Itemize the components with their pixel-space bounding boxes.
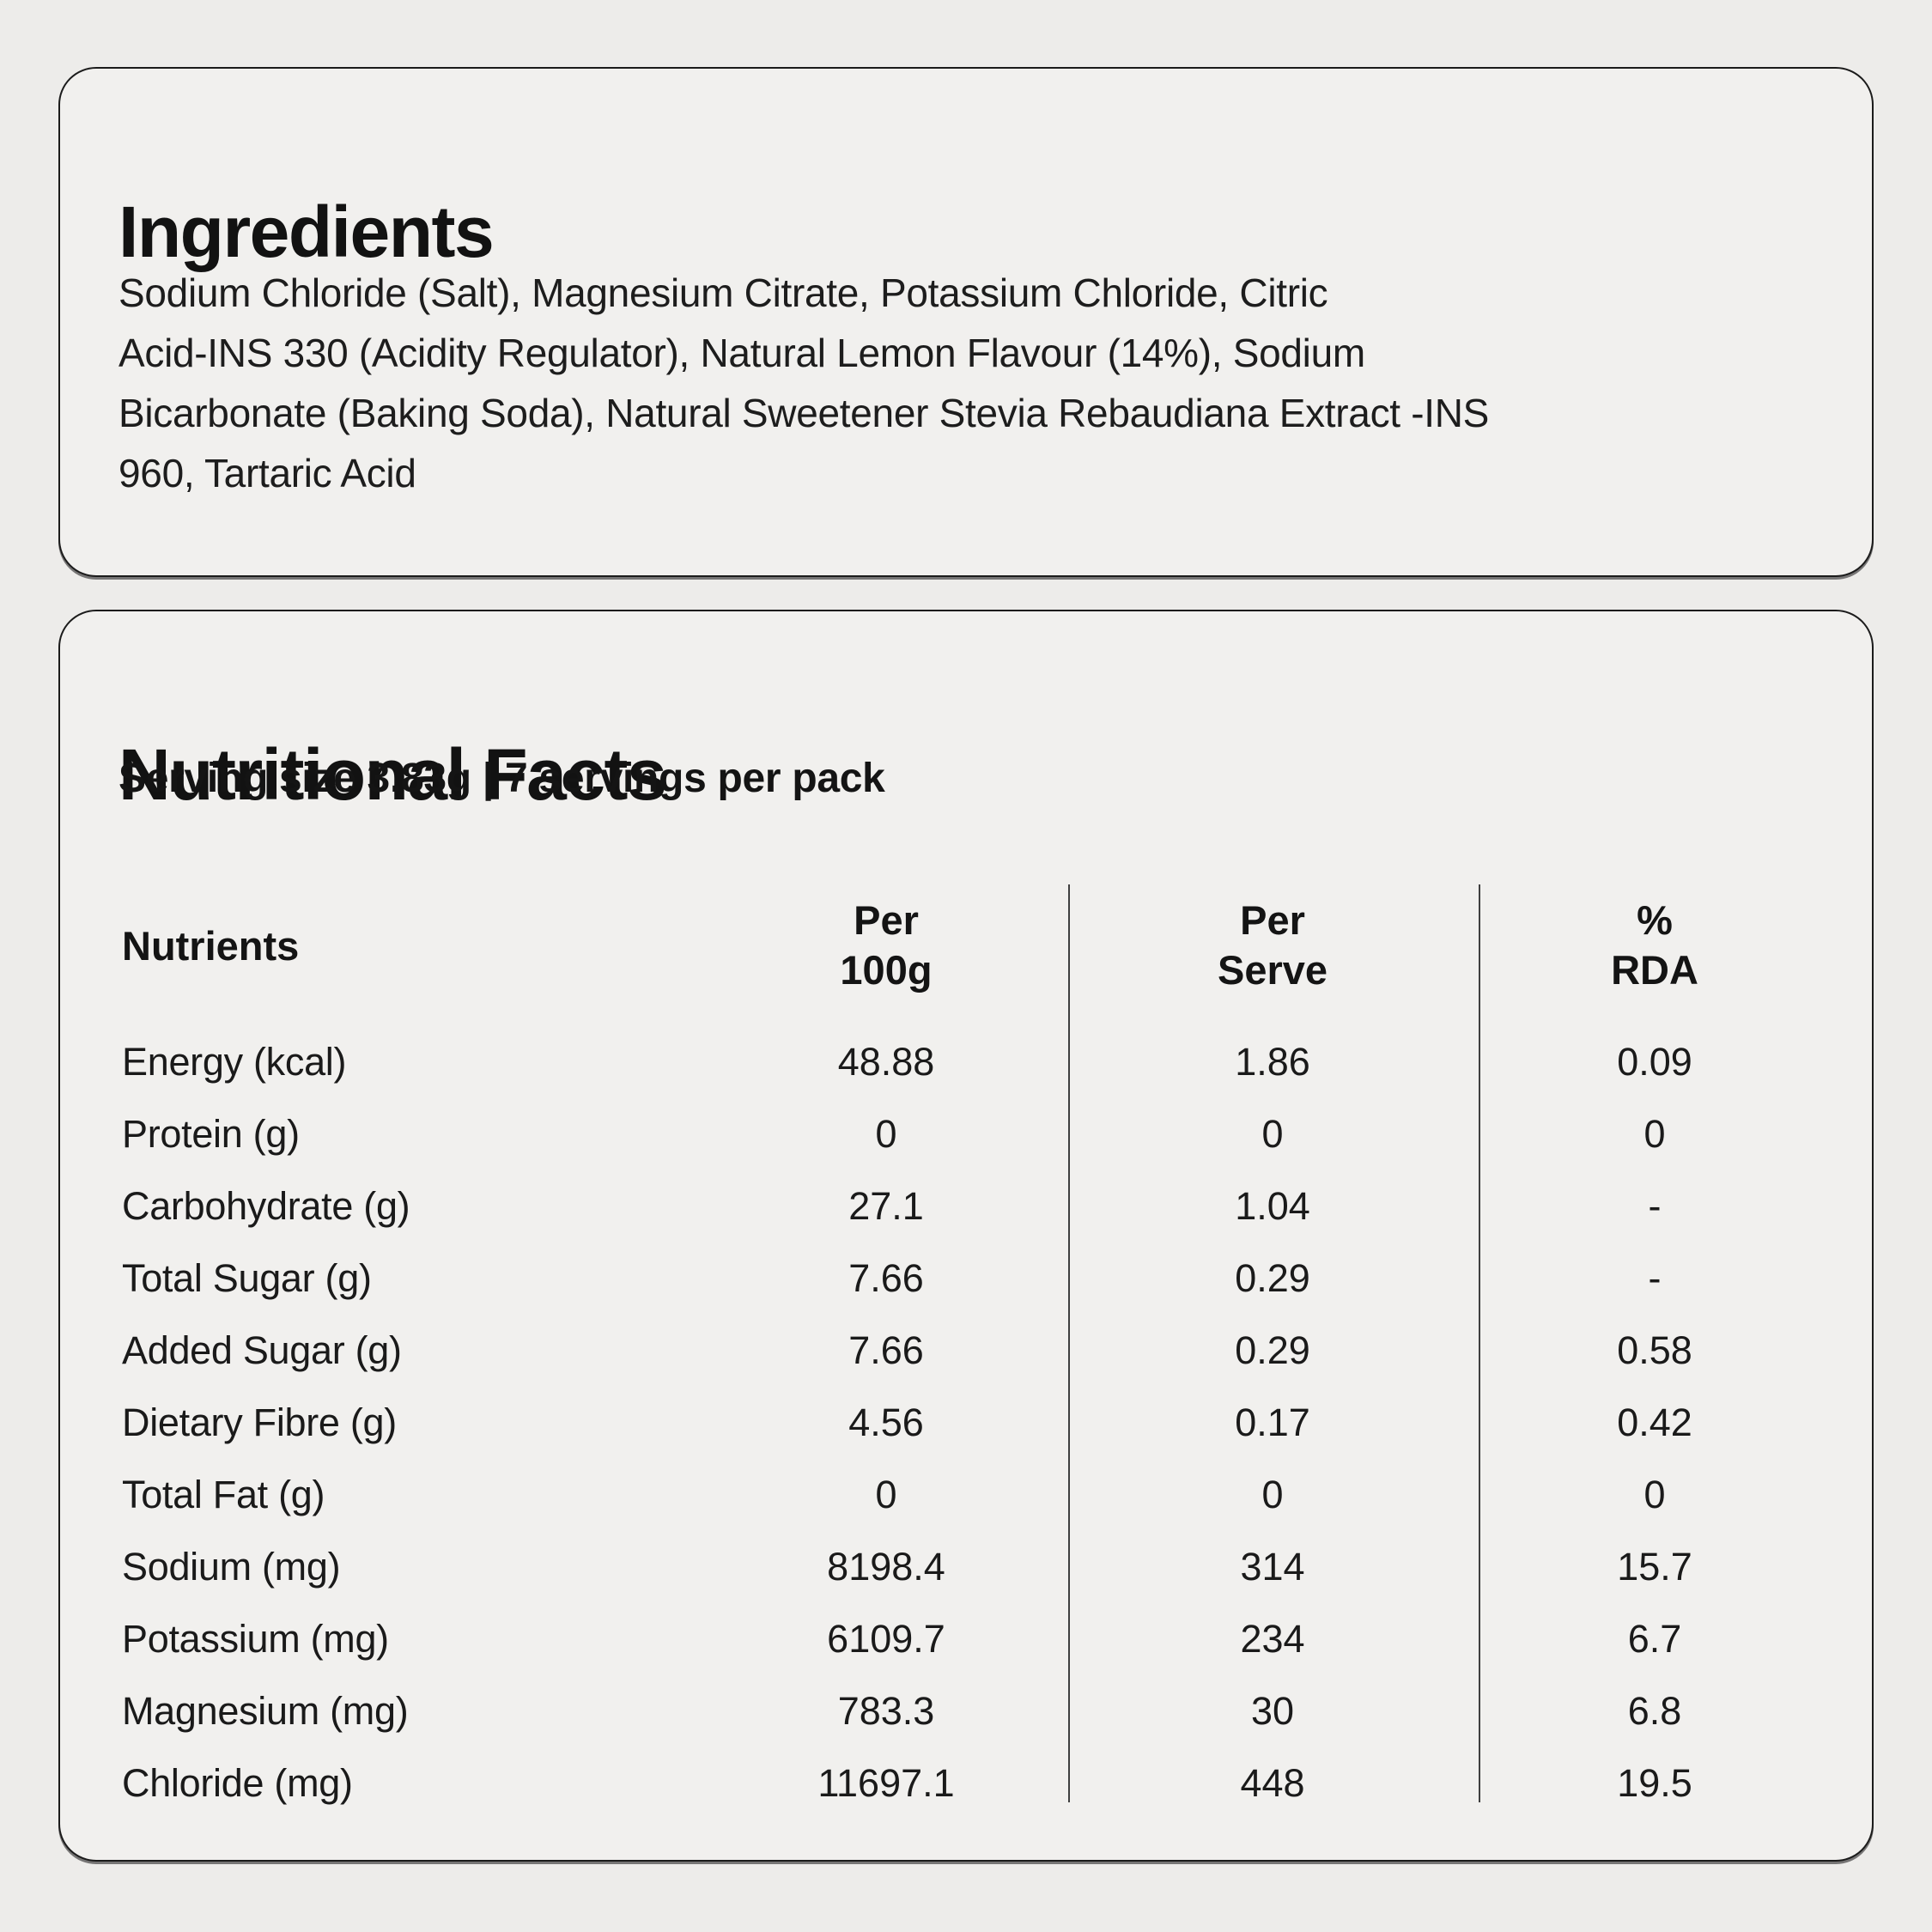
ingredients-text-line: Acid-INS 330 (Acidity Regulator), Natura…	[118, 331, 1365, 375]
rda-value: 6.8	[1627, 1689, 1682, 1733]
per-100g-value: 7.66	[848, 1328, 924, 1372]
per-100g-value: 11697.1	[817, 1761, 955, 1805]
table-row: Total Sugar (g) 7.66 0.29 -	[122, 1242, 1831, 1315]
table-row: Energy (kcal) 48.88 1.86 0.09	[122, 1026, 1831, 1098]
nutrition-facts-card: Nutritional Facts Serving size 3.83g | 7…	[58, 610, 1874, 1862]
per-serve-value: 1.86	[1235, 1040, 1310, 1084]
table-row: Added Sugar (g) 7.66 0.29 0.58	[122, 1315, 1831, 1387]
ingredients-text-line: Sodium Chloride (Salt), Magnesium Citrat…	[118, 270, 1328, 315]
nutrition-facts-title: Nutritional Facts	[118, 734, 667, 816]
rda-value: 0.42	[1617, 1400, 1692, 1444]
per-serve-value: 0	[1261, 1112, 1284, 1156]
row-label: Protein (g)	[122, 1112, 300, 1156]
per-serve-value: 30	[1250, 1689, 1295, 1733]
table-row: Carbohydrate (g) 27.1 1.04 -	[122, 1170, 1831, 1242]
column-header-per-100g: Per 100g	[840, 897, 933, 993]
per-100g-value: 783.3	[837, 1689, 935, 1733]
rda-value: 0	[1643, 1112, 1666, 1156]
per-100g-value: 0	[875, 1112, 897, 1156]
per-serve-value: 0.29	[1235, 1256, 1310, 1300]
per-100g-value: 4.56	[848, 1400, 924, 1444]
row-label: Sodium (mg)	[122, 1545, 341, 1589]
column-header-percent-rda: % RDA	[1611, 897, 1698, 993]
ingredients-title: Ingredients	[118, 191, 495, 273]
column-divider	[1479, 884, 1480, 1802]
row-label: Total Fat (g)	[122, 1473, 325, 1516]
table-row: Protein (g) 0 0 0	[122, 1098, 1831, 1170]
ingredients-text: Sodium Chloride (Salt), Magnesium Citrat…	[118, 263, 1819, 503]
row-label: Energy (kcal)	[122, 1040, 347, 1084]
table-row: Sodium (mg) 8198.4 314 15.7	[122, 1531, 1831, 1603]
ingredients-text-line: Bicarbonate (Baking Soda), Natural Sweet…	[118, 391, 1490, 435]
rda-value: 0.58	[1617, 1328, 1692, 1372]
row-label: Carbohydrate (g)	[122, 1184, 410, 1228]
rda-value: 6.7	[1627, 1617, 1682, 1661]
rda-value: 0.09	[1617, 1040, 1692, 1084]
per-serve-value: 0.29	[1235, 1328, 1310, 1372]
row-label: Added Sugar (g)	[122, 1328, 402, 1372]
column-divider	[1068, 884, 1070, 1802]
per-serve-value: 1.04	[1235, 1184, 1310, 1228]
rda-value: 0	[1643, 1473, 1666, 1516]
row-label: Total Sugar (g)	[122, 1256, 372, 1300]
table-row: Potassium (mg) 6109.7 234 6.7	[122, 1603, 1831, 1675]
per-100g-value: 0	[875, 1473, 897, 1516]
row-label: Chloride (mg)	[122, 1761, 353, 1805]
column-header-nutrients: Nutrients	[122, 922, 300, 969]
ingredients-text-line: 960, Tartaric Acid	[118, 451, 416, 495]
column-header-per-serve: Per Serve	[1217, 897, 1328, 993]
row-label: Dietary Fibre (g)	[122, 1400, 397, 1444]
per-100g-value: 7.66	[848, 1256, 924, 1300]
rda-value: 19.5	[1617, 1761, 1692, 1805]
per-100g-value: 48.88	[837, 1040, 935, 1084]
row-label: Magnesium (mg)	[122, 1689, 409, 1733]
per-100g-value: 8198.4	[827, 1545, 945, 1589]
per-serve-value: 0.17	[1235, 1400, 1310, 1444]
table-row: Dietary Fibre (g) 4.56 0.17 0.42	[122, 1387, 1831, 1459]
nutrients-table: Energy (kcal) 48.88 1.86 0.09 Protein (g…	[122, 1026, 1831, 1820]
per-serve-value: 234	[1240, 1617, 1305, 1661]
rda-value: 15.7	[1617, 1545, 1692, 1589]
nutrients-table-header: Nutrients Per 100g Per Serve % RDA	[122, 896, 1831, 995]
per-serve-value: 0	[1261, 1473, 1284, 1516]
per-100g-value: 27.1	[848, 1184, 924, 1228]
per-100g-value: 6109.7	[827, 1617, 945, 1661]
per-serve-value: 314	[1240, 1545, 1305, 1589]
rda-value: -	[1648, 1184, 1662, 1228]
serving-size-info: Serving size 3.83g | 7 servings per pack	[118, 756, 885, 801]
table-row: Chloride (mg) 11697.1 448 19.5	[122, 1747, 1831, 1820]
table-row: Total Fat (g) 0 0 0	[122, 1459, 1831, 1531]
ingredients-card: Ingredients Sodium Chloride (Salt), Magn…	[58, 67, 1874, 577]
rda-value: -	[1648, 1256, 1662, 1300]
table-row: Magnesium (mg) 783.3 30 6.8	[122, 1675, 1831, 1747]
row-label: Potassium (mg)	[122, 1617, 389, 1661]
per-serve-value: 448	[1240, 1761, 1305, 1805]
